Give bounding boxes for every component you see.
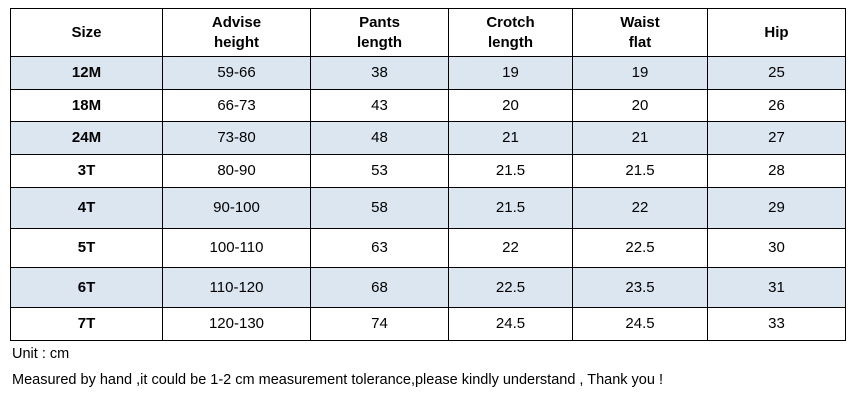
value-cell: 73-80 <box>162 121 311 155</box>
value-cell: 24.5 <box>448 307 573 341</box>
value-cell: 19 <box>448 56 573 90</box>
header-cell: Crotch length <box>448 8 573 57</box>
table-row: 6T 110-120 68 22.5 23.5 31 <box>10 267 846 308</box>
header-cell: Hip <box>707 8 846 57</box>
value-cell: 22 <box>572 187 708 229</box>
size-cell: 7T <box>10 307 163 341</box>
value-cell: 29 <box>707 187 846 229</box>
value-cell: 24.5 <box>572 307 708 341</box>
value-cell: 48 <box>310 121 449 155</box>
value-cell: 30 <box>707 228 846 268</box>
value-cell: 100-110 <box>162 228 311 268</box>
unit-note: Unit : cm <box>12 346 70 362</box>
value-cell: 21 <box>448 121 573 155</box>
value-cell: 20 <box>448 89 573 122</box>
table-row: 3T 80-90 53 21.5 21.5 28 <box>10 154 846 188</box>
value-cell: 120-130 <box>162 307 311 341</box>
header-row: Size Advise height Pants length Crotch leng… <box>10 8 846 57</box>
value-cell: 38 <box>310 56 449 90</box>
value-cell: 27 <box>707 121 846 155</box>
value-cell: 58 <box>310 187 449 229</box>
value-cell: 26 <box>707 89 846 122</box>
table-row: 4T 90-100 58 21.5 22 29 <box>10 187 846 229</box>
table-row: 12M 59-66 38 19 19 25 <box>10 56 846 90</box>
value-cell: 31 <box>707 267 846 308</box>
size-cell: 4T <box>10 187 163 229</box>
value-cell: 21.5 <box>448 187 573 229</box>
value-cell: 53 <box>310 154 449 188</box>
value-cell: 43 <box>310 89 449 122</box>
header-cell: Size <box>10 8 163 57</box>
size-cell: 24M <box>10 121 163 155</box>
value-cell: 63 <box>310 228 449 268</box>
value-cell: 19 <box>572 56 708 90</box>
value-cell: 22.5 <box>572 228 708 268</box>
table-row: 5T 100-110 63 22 22.5 30 <box>10 228 846 268</box>
value-cell: 22 <box>448 228 573 268</box>
tolerance-note: Measured by hand ,it could be 1-2 cm mea… <box>12 372 663 388</box>
value-cell: 68 <box>310 267 449 308</box>
size-table: Size Advise height Pants length Crotch leng… <box>10 8 846 341</box>
size-cell: 6T <box>10 267 163 308</box>
size-cell: 12M <box>10 56 163 90</box>
size-cell: 3T <box>10 154 163 188</box>
value-cell: 33 <box>707 307 846 341</box>
value-cell: 23.5 <box>572 267 708 308</box>
value-cell: 80-90 <box>162 154 311 188</box>
value-cell: 21.5 <box>448 154 573 188</box>
value-cell: 66-73 <box>162 89 311 122</box>
table-row: 18M 66-73 43 20 20 26 <box>10 89 846 122</box>
table-row: 7T 120-130 74 24.5 24.5 33 <box>10 307 846 341</box>
value-cell: 74 <box>310 307 449 341</box>
value-cell: 21.5 <box>572 154 708 188</box>
value-cell: 20 <box>572 89 708 122</box>
value-cell: 59-66 <box>162 56 311 90</box>
value-cell: 90-100 <box>162 187 311 229</box>
header-cell: Advise height <box>162 8 311 57</box>
header-cell: Pants length <box>310 8 449 57</box>
value-cell: 22.5 <box>448 267 573 308</box>
size-cell: 18M <box>10 89 163 122</box>
size-cell: 5T <box>10 228 163 268</box>
table-row: 24M 73-80 48 21 21 27 <box>10 121 846 155</box>
value-cell: 110-120 <box>162 267 311 308</box>
value-cell: 28 <box>707 154 846 188</box>
value-cell: 25 <box>707 56 846 90</box>
header-cell: Waist flat <box>572 8 708 57</box>
value-cell: 21 <box>572 121 708 155</box>
